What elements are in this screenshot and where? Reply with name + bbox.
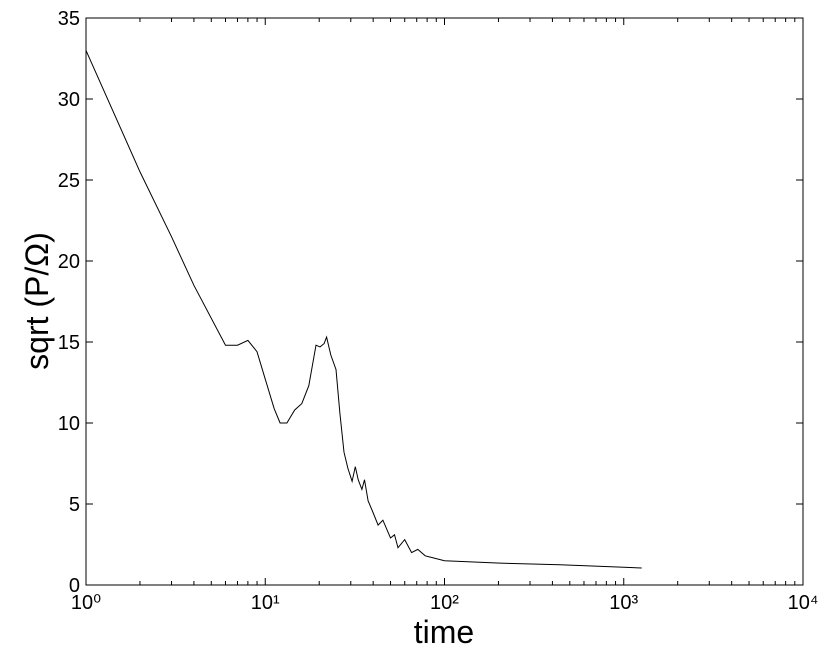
y-tick-label: 5 [69,494,80,516]
y-tick-label: 25 [58,170,80,192]
x-tick-label: 10¹ [251,592,280,614]
x-tick-label: 10³ [609,592,638,614]
x-axis-label: time [414,614,474,650]
x-tick-label: 10² [430,592,459,614]
y-tick-label: 0 [69,575,80,597]
y-tick-label: 10 [58,413,80,435]
x-tick-label: 10⁰ [71,592,101,614]
plot-frame [85,17,804,586]
y-tick-label: 15 [58,332,80,354]
y-tick-label: 20 [58,251,80,273]
data-line [85,50,642,569]
y-axis-label: sqrt (P/Ω) [19,232,55,370]
y-tick-label: 30 [58,89,80,111]
x-tick-label: 10⁴ [788,592,819,614]
y-tick-label: 35 [58,8,80,30]
